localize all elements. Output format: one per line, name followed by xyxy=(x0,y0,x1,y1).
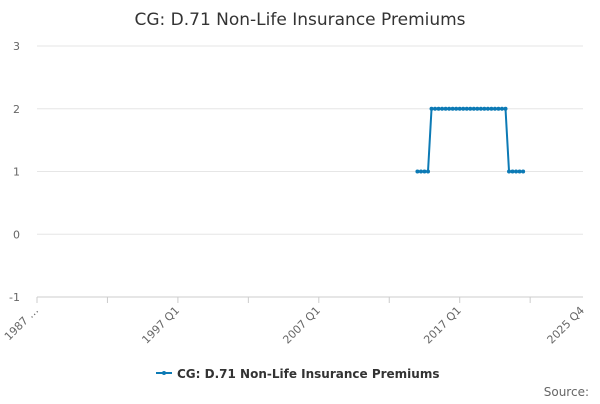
data-point xyxy=(485,106,490,111)
y-tick-label: -1 xyxy=(9,291,20,304)
data-point xyxy=(489,106,494,111)
data-point xyxy=(429,106,434,111)
data-point xyxy=(517,169,522,174)
data-point xyxy=(464,106,469,111)
data-point xyxy=(471,106,476,111)
legend-marker xyxy=(162,371,166,375)
data-point xyxy=(443,106,448,111)
data-point xyxy=(415,169,420,174)
data-point xyxy=(510,169,515,174)
data-point xyxy=(503,106,508,111)
data-point xyxy=(454,106,459,111)
x-axis: 1987 … 1997 Q1 2007 Q1 2017 Q1 2025 Q4 xyxy=(2,296,588,347)
data-point xyxy=(521,169,526,174)
data-point xyxy=(450,106,455,111)
data-point xyxy=(492,106,497,111)
series-line xyxy=(417,107,524,173)
gridlines xyxy=(37,45,583,298)
data-point xyxy=(433,106,438,111)
source-label: Source: xyxy=(544,385,589,399)
data-point xyxy=(418,169,423,174)
x-tick-label: 2017 Q1 xyxy=(421,304,464,347)
x-tick-label: 1997 Q1 xyxy=(139,304,182,347)
data-point xyxy=(482,106,487,111)
y-tick-label: 3 xyxy=(13,40,20,53)
data-point xyxy=(496,106,501,111)
series-group xyxy=(415,106,526,174)
data-point xyxy=(447,106,452,111)
y-tick-label: 0 xyxy=(13,228,20,241)
data-point xyxy=(436,106,441,111)
legend-label[interactable]: CG: D.71 Non-Life Insurance Premiums xyxy=(177,367,439,381)
data-point xyxy=(514,169,519,174)
data-point xyxy=(457,106,462,111)
data-point xyxy=(507,169,512,174)
data-point xyxy=(461,106,466,111)
data-point xyxy=(468,106,473,111)
y-tick-label: 1 xyxy=(13,166,20,179)
data-point xyxy=(440,106,445,111)
legend[interactable]: CG: D.71 Non-Life Insurance Premiums xyxy=(156,367,439,381)
x-tick-label: 1987 … xyxy=(2,304,41,343)
y-tick-label: 2 xyxy=(13,103,20,116)
y-axis: -1 0 1 2 3 xyxy=(9,40,20,304)
data-point xyxy=(499,106,504,111)
x-tick-label: 2025 Q4 xyxy=(545,304,588,347)
data-point xyxy=(475,106,480,111)
data-point xyxy=(426,169,431,174)
x-tick-label: 2007 Q1 xyxy=(280,304,323,347)
chart-title: CG: D.71 Non-Life Insurance Premiums xyxy=(134,10,465,30)
data-point xyxy=(422,169,427,174)
data-point xyxy=(478,106,483,111)
